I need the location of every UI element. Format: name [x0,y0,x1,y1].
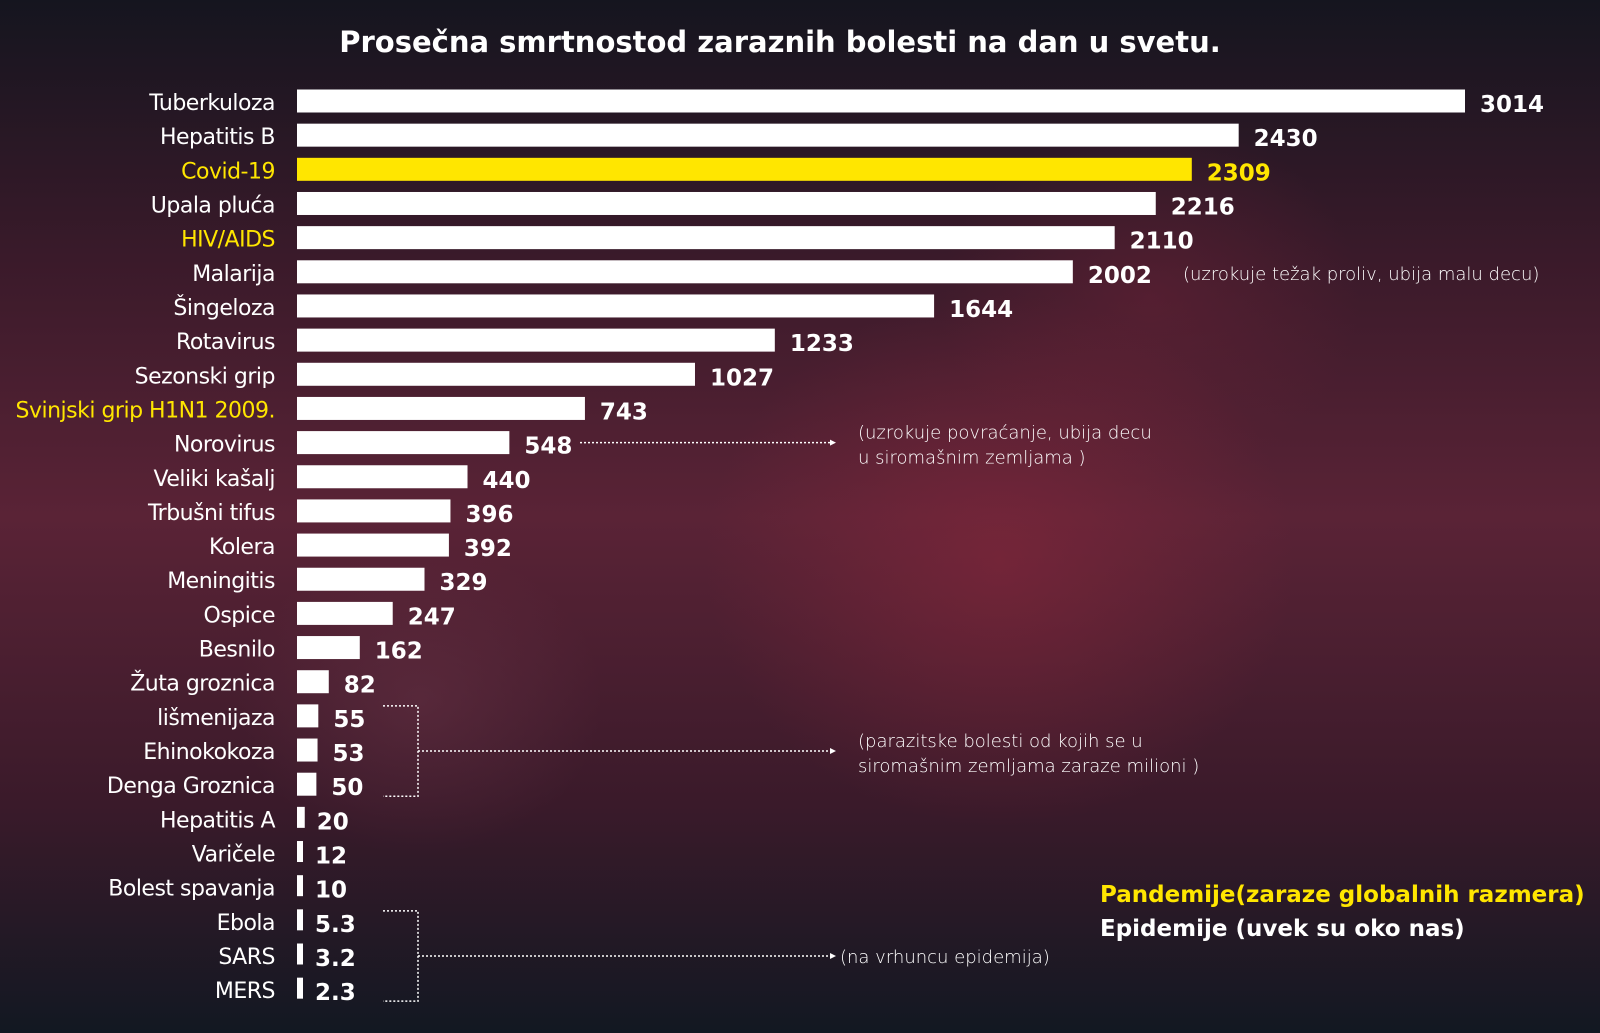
value-label: 53 [333,741,365,767]
bar [297,396,585,420]
bar [297,328,775,352]
category-label: Covid-19 [181,159,275,184]
bar [297,123,1239,147]
annotation-text: siromašnim zemljama zaraze milioni ) [858,756,1199,777]
value-label: 3.2 [315,946,356,972]
bar [297,636,360,660]
value-label: 1027 [710,365,774,391]
category-label: MERS [215,979,275,1004]
annotation-bracket [383,705,830,797]
bars: Tuberkuloza 3014 Hepatitis B 2430 Covid-19 23… [15,89,1544,1006]
category-label: Trbušni tifus [147,501,275,526]
category-label: Ehinokokoza [143,740,275,765]
value-label: 55 [333,707,365,733]
value-label: 743 [600,399,648,425]
bar [297,567,425,591]
bar [297,841,303,863]
bar [297,362,695,386]
value-label: 2309 [1207,160,1271,186]
bar [297,670,329,694]
bar [297,157,1192,181]
category-label: Meningitis [167,569,275,594]
bar [297,294,935,318]
legend-pandemic: Pandemije(zaraze globalnih razmera) [1100,882,1585,908]
bar [297,191,1156,215]
value-label: 1644 [949,297,1013,323]
bar [297,704,319,728]
category-label: Ospice [204,603,276,628]
bar [297,909,303,931]
category-label: Upala pluća [151,193,275,218]
category-label: Šingeloza [173,295,275,321]
annotation-text: (na vrhuncu epidemija) [840,947,1050,968]
bar [297,499,451,523]
value-label: 10 [315,878,347,904]
value-label: 162 [375,639,423,665]
value-label: 3014 [1480,92,1544,118]
bar [297,806,305,828]
bar [297,738,318,762]
category-label: Sezonski grip [135,364,275,389]
category-label: Norovirus [174,433,275,458]
bar [297,226,1115,250]
value-label: 247 [408,604,456,630]
category-label: Bolest spavanja [108,877,275,902]
bar [297,601,393,625]
value-label: 5.3 [315,912,356,938]
annotation-text: u siromašnim zemljama ) [858,448,1086,469]
category-label: Besnilo [199,638,275,663]
category-label: Ebola [217,911,275,936]
value-label: 329 [439,570,487,596]
value-label: 82 [344,673,376,699]
category-label: Veliki kašalj [154,467,275,492]
category-label: Žuta groznica [130,671,275,697]
annotation-text: (uzrokuje povraćanje, ubija decu [858,423,1152,444]
value-label: 548 [524,434,572,460]
category-label: SARS [218,945,275,970]
value-label: 20 [317,809,349,835]
category-label: Svinjski grip H1N1 2009. [15,398,275,423]
bar [297,943,303,965]
annotation-bracket [383,910,830,1002]
value-label: 1233 [790,331,854,357]
value-label: 2216 [1171,194,1235,220]
category-label: Rotavirus [176,330,275,355]
bar [297,977,303,999]
arrow-icon [830,748,836,755]
annotation-text: (uzrokuje težak proliv, ubija malu decu) [1183,264,1539,285]
value-label: 2430 [1254,126,1318,152]
category-label: Denga Groznica [107,774,275,799]
category-label: Kolera [209,535,275,560]
value-label: 12 [315,844,347,870]
annotations: (uzrokuje težak proliv, ubija malu decu)… [383,264,1539,1002]
arrow-icon [830,439,836,446]
bar [297,431,510,455]
value-label: 2.3 [315,980,356,1006]
bar [297,875,303,897]
value-label: 2002 [1088,263,1152,289]
category-label: lišmenijaza [157,706,275,731]
value-label: 50 [331,775,363,801]
bar [297,772,317,796]
bar [297,533,449,557]
legend-epidemic: Epidemije (uvek su oko nas) [1100,916,1465,942]
category-label: HIV/AIDS [181,228,275,253]
bar [297,89,1465,113]
arrow-icon [830,953,836,959]
chart-title: Prosečna smrtnostod zaraznih bolesti na … [339,25,1220,59]
category-label: Malarija [192,262,275,287]
category-label: Hepatitis B [160,125,275,150]
value-label: 396 [465,502,513,528]
bar [297,465,468,489]
value-label: 2110 [1130,229,1194,255]
category-label: Tuberkuloza [148,91,275,116]
value-label: 440 [483,468,531,494]
bar [297,260,1073,284]
value-label: 392 [464,536,512,562]
annotation-text: (parazitske bolesti od kojih se u [858,731,1143,752]
category-label: Varičele [192,843,275,868]
category-label: Hepatitis A [160,808,275,833]
